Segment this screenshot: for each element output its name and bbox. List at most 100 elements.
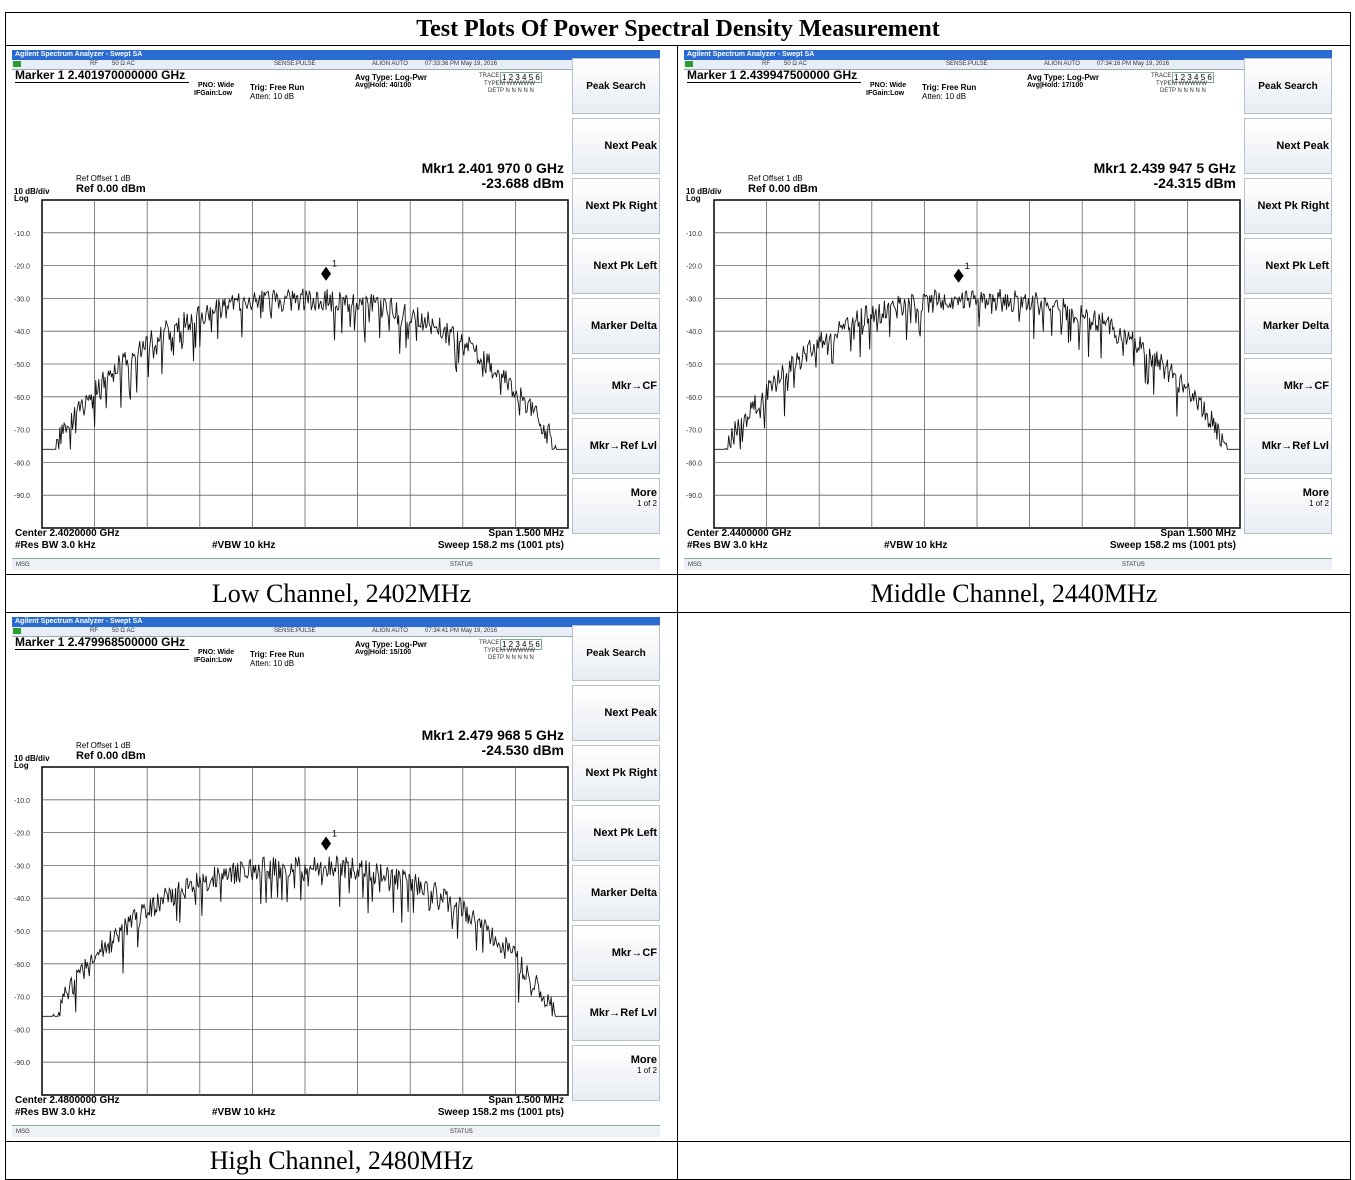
y-tick-label: -30.0	[686, 296, 702, 303]
y-tick-label: -70.0	[686, 428, 702, 435]
y-tick-label: -30.0	[14, 863, 30, 870]
next-pk-right-button[interactable]: Next Pk Right	[1244, 178, 1332, 234]
spectrum-plot: -10.0 -20.0 -30.0 -40.0 -50.0 -60.0 -70.0 -80.0…	[686, 199, 1241, 529]
status-label: STATUS	[1122, 562, 1145, 568]
status-label: STATUS	[450, 562, 473, 568]
y-tick-label: -20.0	[14, 264, 30, 271]
mkr-cf-button[interactable]: Mkr→CF	[572, 358, 660, 414]
avg-hold-label: Avg|Hold: 17/100	[1027, 82, 1084, 89]
next-peak-button[interactable]: Next Peak	[572, 118, 660, 174]
trig-label: Trig: Free Run	[922, 83, 977, 92]
caption-high: High Channel, 2480MHz	[5, 1141, 678, 1180]
rf-label: RF	[90, 61, 98, 67]
spectrum-trace	[42, 855, 568, 1017]
info-bar: RF 50 Ω AC SENSE:PULSE ALIGN AUTO 07:33:…	[12, 60, 572, 70]
flag-icon	[13, 61, 21, 67]
next-peak-button[interactable]: Next Peak	[572, 685, 660, 741]
y-tick-label: -60.0	[14, 395, 30, 402]
marker-delta-button[interactable]: Marker Delta	[1244, 298, 1332, 354]
plot-cell-high: Agilent Spectrum Analyzer - Swept SA RF …	[5, 612, 678, 1142]
status-bar: MSG STATUS	[12, 1125, 660, 1137]
caption-middle: Middle Channel, 2440MHz	[677, 574, 1351, 613]
next-pk-right-button[interactable]: Next Pk Right	[572, 745, 660, 801]
peak-search-button[interactable]: Peak Search	[572, 58, 660, 114]
y-tick-label: -50.0	[686, 362, 702, 369]
pno-label: PNO: Wide	[198, 649, 235, 656]
scale-label: 10 dB/div	[14, 754, 50, 763]
marker-diamond-icon[interactable]	[953, 268, 964, 283]
more-button[interactable]: More 1 of 2	[572, 1045, 660, 1101]
next-pk-right-button[interactable]: Next Pk Right	[572, 178, 660, 234]
type-values: M WWWWW	[500, 648, 535, 654]
marker-number-label: 1	[332, 828, 337, 838]
log-label: Log	[686, 194, 701, 203]
marker-level-readout: -24.530 dBm	[481, 742, 564, 758]
window-title: Agilent Spectrum Analyzer - Swept SA	[684, 50, 1332, 60]
res-bw-label: #Res BW 3.0 kHz	[15, 1107, 96, 1118]
spectrum-analyzer-middle: Agilent Spectrum Analyzer - Swept SA RF …	[684, 50, 1332, 570]
mkr-cf-button[interactable]: Mkr→CF	[572, 925, 660, 981]
y-tick-label: -30.0	[14, 296, 30, 303]
peak-search-button[interactable]: Peak Search	[572, 625, 660, 681]
det-values: P N N N N N	[1172, 88, 1206, 94]
softkey-panel: Peak Search Next Peak Next Pk Right Next…	[572, 625, 660, 1123]
y-tick-label: -90.0	[14, 1060, 30, 1067]
peak-search-button[interactable]: Peak Search	[1244, 58, 1332, 114]
sweep-label: Sweep 158.2 ms (1001 pts)	[1109, 540, 1236, 551]
status-bar: MSG STATUS	[12, 558, 660, 570]
y-tick-label: -20.0	[686, 264, 702, 271]
sweep-label: Sweep 158.2 ms (1001 pts)	[437, 1107, 564, 1118]
impedance-label: 50 Ω AC	[112, 61, 135, 67]
next-pk-left-button[interactable]: Next Pk Left	[572, 805, 660, 861]
marker-level-readout: -23.688 dBm	[481, 175, 564, 191]
ifgain-label: IFGain:Low	[194, 90, 233, 97]
marker-header[interactable]: Marker 1 2.479968500000 GHz	[15, 635, 190, 650]
more-button[interactable]: More 1 of 2	[572, 478, 660, 534]
marker-diamond-icon[interactable]	[321, 836, 332, 851]
mkr-reflvl-button[interactable]: Mkr→Ref Lvl	[572, 418, 660, 474]
marker-level-readout: -24.315 dBm	[1153, 175, 1236, 191]
marker-frequency-readout: Mkr1 2.439 947 5 GHz	[1093, 160, 1236, 176]
type-values: M WWWWW	[1172, 81, 1207, 87]
marker-frequency-readout: Mkr1 2.479 968 5 GHz	[421, 727, 564, 743]
status-bar: MSG STATUS	[684, 558, 1332, 570]
trig-label: Trig: Free Run	[250, 83, 305, 92]
sense-label: SENSE:PULSE	[946, 61, 988, 67]
marker-diamond-icon[interactable]	[321, 266, 332, 281]
ref-level-label: Ref 0.00 dBm	[76, 750, 146, 762]
center-frequency: Center 2.4800000 GHz	[15, 1095, 120, 1106]
flag-icon	[13, 628, 21, 634]
more-page-label: 1 of 2	[1308, 499, 1329, 508]
y-tick-label: -10.0	[686, 231, 702, 238]
marker-delta-button[interactable]: Marker Delta	[572, 865, 660, 921]
sweep-label: Sweep 158.2 ms (1001 pts)	[437, 540, 564, 551]
y-tick-label: -10.0	[14, 798, 30, 805]
next-pk-left-button[interactable]: Next Pk Left	[572, 238, 660, 294]
ifgain-label: IFGain:Low	[866, 90, 905, 97]
log-label: Log	[14, 761, 29, 770]
impedance-label: 50 Ω AC	[112, 628, 135, 634]
mkr-reflvl-button[interactable]: Mkr→Ref Lvl	[572, 985, 660, 1041]
y-tick-label: -50.0	[14, 929, 30, 936]
status-label: STATUS	[450, 1129, 473, 1135]
marker-header[interactable]: Marker 1 2.439947500000 GHz	[687, 68, 862, 83]
marker-header[interactable]: Marker 1 2.401970000000 GHz	[15, 68, 190, 83]
det-label: DET	[1160, 88, 1172, 94]
marker-delta-button[interactable]: Marker Delta	[572, 298, 660, 354]
type-label: TYPE	[484, 648, 500, 654]
spectrum-analyzer-high: Agilent Spectrum Analyzer - Swept SA RF …	[12, 617, 660, 1137]
next-pk-left-button[interactable]: Next Pk Left	[1244, 238, 1332, 294]
rf-label: RF	[90, 628, 98, 634]
span-label: Span 1.500 MHz	[1160, 528, 1236, 539]
mkr-cf-button[interactable]: Mkr→CF	[1244, 358, 1332, 414]
pno-label: PNO: Wide	[870, 82, 907, 89]
mkr-reflvl-button[interactable]: Mkr→Ref Lvl	[1244, 418, 1332, 474]
next-peak-button[interactable]: Next Peak	[1244, 118, 1332, 174]
more-button[interactable]: More 1 of 2	[1244, 478, 1332, 534]
info-bar: RF 50 Ω AC SENSE:PULSE ALIGN AUTO 07:34:…	[684, 60, 1244, 70]
caption-low: Low Channel, 2402MHz	[5, 574, 678, 613]
atten-label: Atten: 10 dB	[922, 92, 967, 101]
msg-label: MSG	[16, 562, 30, 568]
sense-label: SENSE:PULSE	[274, 628, 316, 634]
window-title: Agilent Spectrum Analyzer - Swept SA	[12, 617, 660, 627]
